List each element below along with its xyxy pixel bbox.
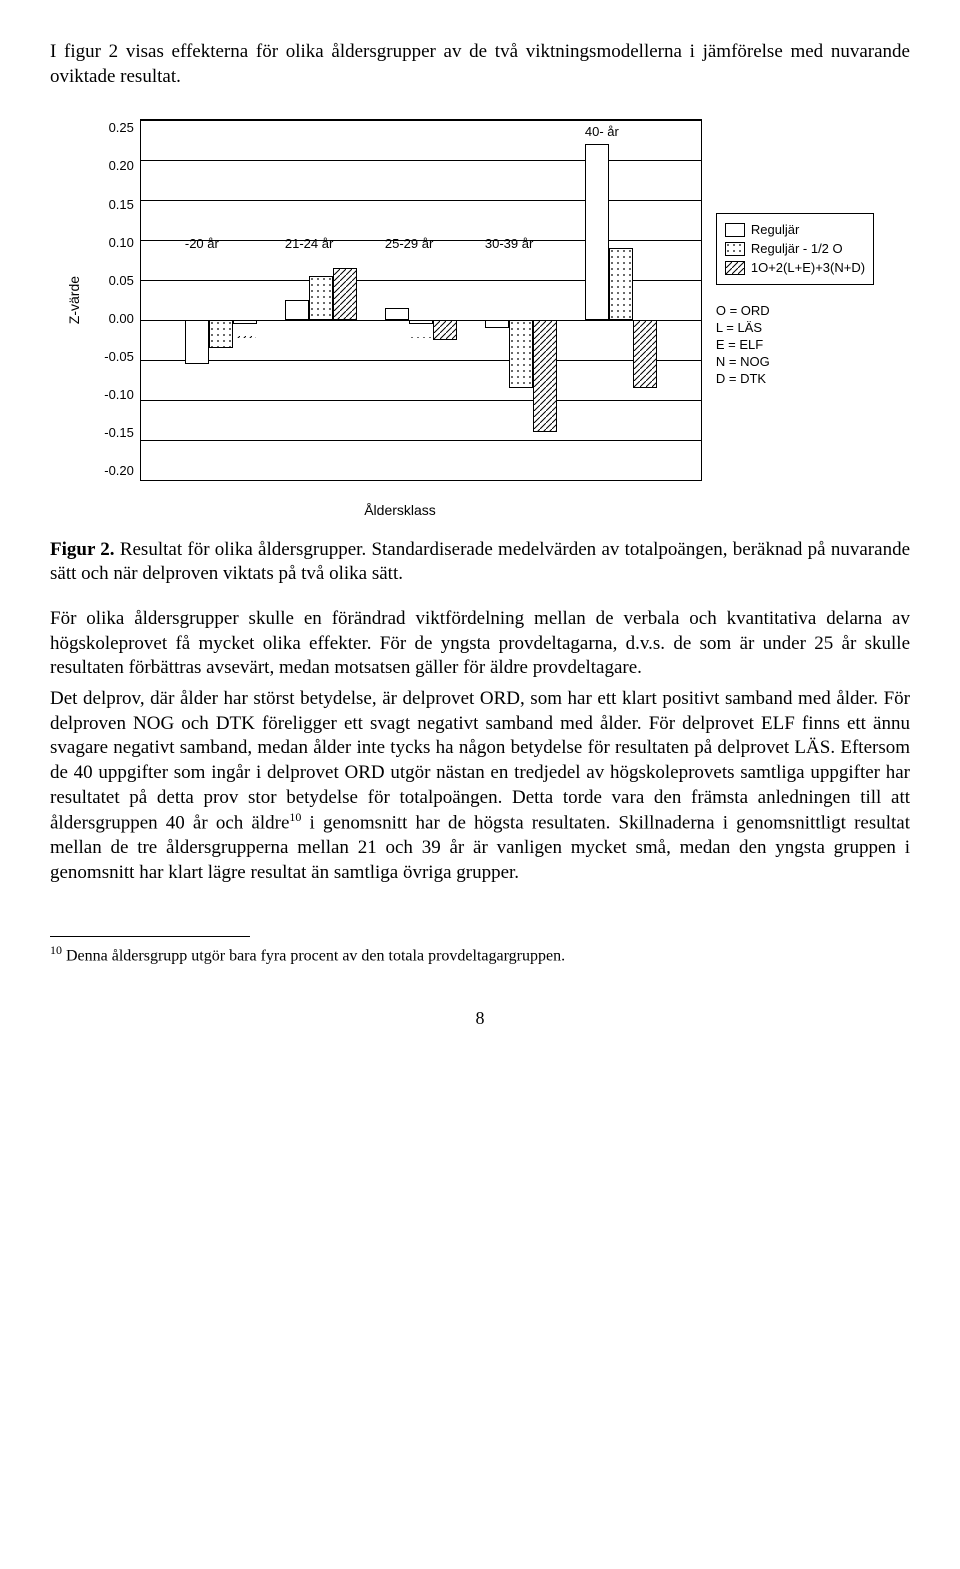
bar	[585, 144, 609, 320]
y-tick-label: 0.15	[104, 197, 134, 214]
body-paragraph-1: För olika åldersgrupper skulle en föränd…	[50, 607, 910, 681]
y-tick-label: -0.05	[104, 349, 134, 366]
bar	[233, 320, 257, 324]
figure-caption-text: Resultat för olika åldersgrupper. Standa…	[50, 539, 910, 585]
key-line: D = DTK	[716, 371, 874, 388]
footnote-text: Denna åldersgrupp utgör bara fyra procen…	[62, 947, 565, 964]
bar	[533, 320, 557, 432]
y-axis-label: Z-värde	[65, 276, 83, 324]
gridline	[141, 200, 701, 201]
key-line: N = NOG	[716, 354, 874, 371]
bar	[333, 268, 357, 320]
x-axis-label: Åldersklass	[120, 501, 680, 519]
gridline	[141, 480, 701, 481]
bar	[485, 320, 509, 328]
bar	[185, 320, 209, 364]
gridline	[141, 440, 701, 441]
bar	[409, 320, 433, 324]
bar	[509, 320, 533, 388]
category-label: 40- år	[585, 124, 619, 141]
key-line: L = LÄS	[716, 320, 874, 337]
key-line: E = ELF	[716, 337, 874, 354]
page-number: 8	[50, 1007, 910, 1030]
legend-swatch	[725, 223, 745, 237]
bar	[285, 300, 309, 320]
legend-item: Reguljär	[725, 222, 865, 239]
footnote-ref: 10	[289, 810, 301, 824]
y-tick-label: 0.10	[104, 235, 134, 252]
legend: Reguljär Reguljär - 1/2 O 1O+2(L+E)+3(N+D)	[716, 213, 874, 286]
y-tick-label: 0.25	[104, 120, 134, 137]
bar	[609, 248, 633, 320]
plot-area: -20 år 21-24 år 25-29 år 30-39 år 40- år	[140, 119, 702, 481]
figure-caption-prefix: Figur 2.	[50, 539, 115, 560]
footnote-number: 10	[50, 943, 62, 957]
bar	[433, 320, 457, 340]
bar	[309, 276, 333, 320]
gridline	[141, 400, 701, 401]
legend-label: Reguljär - 1/2 O	[751, 241, 843, 258]
y-axis-ticks: 0.25 0.20 0.15 0.10 0.05 0.00 -0.05 -0.10 -0.15 -…	[104, 120, 134, 480]
bar	[633, 320, 657, 388]
y-tick-label: -0.10	[104, 387, 134, 404]
key-line: O = ORD	[716, 303, 874, 320]
category-label: -20 år	[185, 236, 219, 253]
footnote-separator	[50, 936, 250, 937]
gridline	[141, 360, 701, 361]
footnote: 10 Denna åldersgrupp utgör bara fyra pro…	[50, 943, 910, 967]
category-label: 25-29 år	[385, 236, 433, 253]
gridline	[141, 160, 701, 161]
figure-caption: Figur 2. Resultat för olika åldersgruppe…	[50, 538, 910, 587]
y-tick-label: 0.05	[104, 273, 134, 290]
legend-label: 1O+2(L+E)+3(N+D)	[751, 260, 865, 277]
category-label: 30-39 år	[485, 236, 533, 253]
gridline	[141, 120, 701, 121]
figure-2-chart: Z-värde 0.25 0.20 0.15 0.10 0.05 0.00 -0.05 -0.…	[50, 119, 910, 481]
y-tick-label: 0.20	[104, 158, 134, 175]
body-paragraph-2: Det delprov, där ålder har störst betyde…	[50, 687, 910, 886]
category-label: 21-24 år	[285, 236, 333, 253]
y-tick-label: 0.00	[104, 311, 134, 328]
intro-paragraph: I figur 2 visas effekterna för olika åld…	[50, 40, 910, 89]
legend-swatch	[725, 261, 745, 275]
bar	[209, 320, 233, 348]
legend-swatch	[725, 242, 745, 256]
y-tick-label: -0.20	[104, 463, 134, 480]
legend-item: Reguljär - 1/2 O	[725, 241, 865, 258]
abbreviation-key: O = ORDL = LÄSE = ELFN = NOGD = DTK	[716, 303, 874, 387]
bar	[385, 308, 409, 320]
legend-item: 1O+2(L+E)+3(N+D)	[725, 260, 865, 277]
legend-label: Reguljär	[751, 222, 799, 239]
y-tick-label: -0.15	[104, 425, 134, 442]
